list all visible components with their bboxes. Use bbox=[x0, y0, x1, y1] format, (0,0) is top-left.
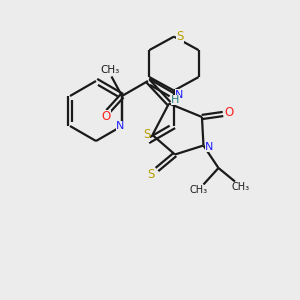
Text: CH₃: CH₃ bbox=[100, 65, 120, 75]
Text: O: O bbox=[224, 106, 234, 119]
Text: S: S bbox=[147, 167, 155, 181]
Text: H: H bbox=[171, 95, 180, 105]
Text: N: N bbox=[205, 142, 213, 152]
Text: O: O bbox=[102, 110, 111, 123]
Text: N: N bbox=[116, 121, 125, 131]
Text: CH₃: CH₃ bbox=[190, 185, 208, 195]
Text: N: N bbox=[175, 89, 184, 100]
Text: S: S bbox=[143, 128, 150, 142]
Text: CH₃: CH₃ bbox=[232, 182, 250, 192]
Text: S: S bbox=[176, 30, 184, 43]
